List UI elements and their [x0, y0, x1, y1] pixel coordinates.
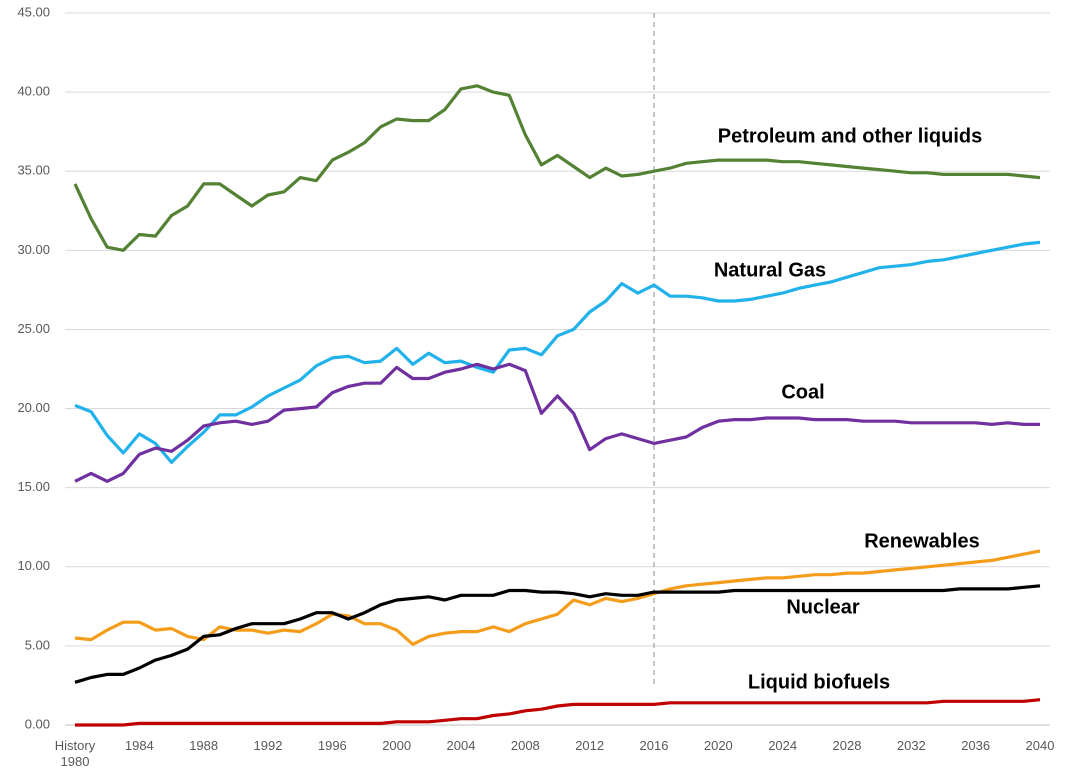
y-tick-label: 0.00	[25, 716, 50, 731]
y-tick-label: 40.00	[17, 84, 50, 99]
y-tick-label: 10.00	[17, 558, 50, 573]
series-label: Coal	[781, 381, 824, 403]
x-tick-label: 2020	[703, 738, 733, 753]
y-tick-label: 15.00	[17, 479, 50, 494]
x-tick-label: 1984	[124, 738, 154, 753]
x-tick-label: 2036	[961, 738, 991, 753]
x-tick-label: 1992	[253, 738, 283, 753]
series-label: Petroleum and other liquids	[718, 125, 982, 147]
x-tick-label: 2024	[768, 738, 798, 753]
y-tick-label: 5.00	[25, 637, 50, 652]
series-label: Renewables	[864, 530, 980, 552]
y-tick-label: 30.00	[17, 242, 50, 257]
series-line	[74, 549, 1041, 646]
series-label: Nuclear	[786, 596, 860, 618]
y-tick-label: 45.00	[17, 4, 50, 19]
series-line	[75, 698, 1041, 727]
x-tick-label: 1996	[317, 738, 347, 753]
x-tick-label: 2028	[832, 738, 862, 753]
x-tick-label: 1988	[189, 738, 219, 753]
series-line	[74, 584, 1041, 684]
x-tick-label: 2004	[446, 738, 476, 753]
x-tick-label: History 1980	[54, 738, 96, 769]
y-tick-label: 35.00	[17, 163, 50, 178]
x-tick-label: 2008	[510, 738, 540, 753]
x-tick-label: 2000	[382, 738, 412, 753]
y-tick-label: 20.00	[17, 400, 50, 415]
x-tick-label: 2012	[575, 738, 605, 753]
series-label: Liquid biofuels	[748, 671, 890, 693]
x-tick-label: 2016	[639, 738, 669, 753]
x-tick-label: 2040	[1025, 738, 1055, 753]
series-line	[73, 84, 1041, 252]
y-tick-label: 25.00	[17, 321, 50, 336]
series-line	[74, 240, 1041, 464]
series-label: Natural Gas	[714, 259, 826, 281]
series-line	[74, 362, 1040, 483]
x-tick-label: 2032	[896, 738, 926, 753]
